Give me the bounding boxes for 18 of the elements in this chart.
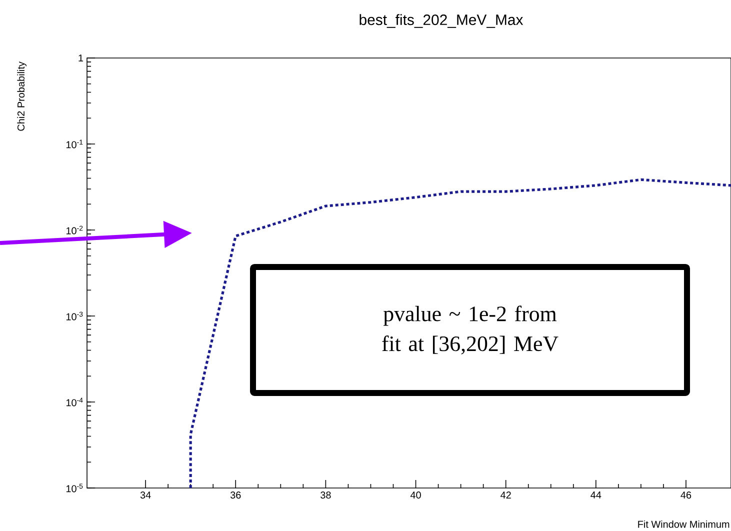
y-tick-label: 10$^{-3}$ — [66, 312, 83, 320]
x-tick-label: 38 — [320, 492, 331, 499]
y-tick-label: 10$^{-5}$ — [66, 484, 83, 492]
y-axis-title: Chi2 Probability — [17, 62, 26, 131]
y-tick-label: 10$^{-4}$ — [66, 398, 83, 406]
chart-title: best_fits_202_MeV_Max — [360, 14, 524, 28]
y-tick-label: 10$^{-2}$ — [66, 226, 83, 234]
x-tick-label: 34 — [140, 492, 151, 499]
x-tick-label: 44 — [590, 492, 602, 498]
x-tick-label: 46 — [680, 492, 692, 499]
y-tick-label: 10$^{-1}$ — [66, 140, 83, 148]
x-tick-label: 42 — [500, 492, 511, 498]
x-tick-label: 36 — [230, 492, 241, 499]
y-tick-label: 1 — [78, 54, 84, 62]
x-tick-label: 40 — [410, 492, 421, 499]
annotation: pvalue ~ 1e-2 from fit at [36,202] MeV — [382, 306, 558, 354]
line-series — [189, 178, 731, 488]
x-axis-title: Fit Window Minimum — [638, 520, 730, 528]
